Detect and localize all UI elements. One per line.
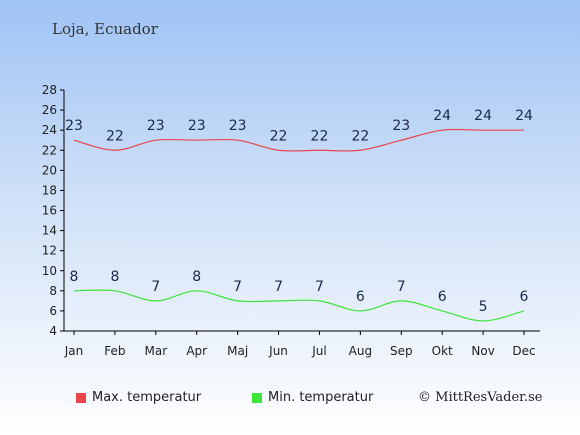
- x-tick-label: Mar: [144, 344, 167, 358]
- data-label-max: 24: [433, 108, 451, 124]
- data-label-min: 8: [110, 269, 119, 285]
- data-label-min: 8: [192, 269, 201, 285]
- legend-min: Min. temperatur: [252, 390, 373, 405]
- data-label-min: 7: [233, 279, 242, 295]
- location-title: Loja, Ecuador: [52, 20, 158, 38]
- legend-max-label: Max. temperatur: [92, 390, 202, 405]
- y-tick-label: 10: [42, 264, 57, 278]
- data-label-min: 8: [70, 269, 79, 285]
- data-label-min: 7: [274, 279, 283, 295]
- x-tick-label: Sep: [390, 344, 413, 358]
- y-tick-label: 14: [42, 224, 57, 238]
- x-tick-label: Jan: [64, 344, 84, 358]
- legend-min-label: Min. temperatur: [268, 390, 374, 405]
- y-tick-label: 8: [49, 284, 57, 298]
- y-tick-label: 12: [42, 244, 57, 258]
- data-label-max: 23: [229, 118, 247, 134]
- legend-max: Max. temperatur: [76, 390, 201, 405]
- y-tick-label: 4: [49, 324, 57, 338]
- data-label-min: 5: [479, 299, 488, 315]
- y-tick-label: 26: [42, 103, 57, 117]
- y-tick-label: 20: [42, 163, 57, 177]
- x-tick-label: Feb: [104, 344, 125, 358]
- data-label-min: 7: [315, 279, 324, 295]
- y-tick-label: 18: [42, 183, 57, 197]
- x-tick-label: Maj: [227, 344, 248, 358]
- y-tick-label: 28: [42, 83, 57, 97]
- data-label-min: 7: [151, 279, 160, 295]
- x-tick-label: Jun: [268, 344, 288, 358]
- x-tick-label: Aug: [349, 344, 372, 358]
- data-label-max: 23: [392, 118, 410, 134]
- x-tick-label: Okt: [432, 344, 453, 358]
- series-line-min: [73, 289, 525, 322]
- y-tick-label: 16: [42, 204, 57, 218]
- data-label-max: 22: [270, 128, 288, 144]
- legend-min-swatch: [252, 392, 262, 403]
- data-label-min: 7: [397, 279, 406, 295]
- data-label-max: 23: [147, 118, 165, 134]
- data-label-max: 23: [188, 118, 206, 134]
- data-label-max: 23: [65, 118, 83, 134]
- legend-max-swatch: [76, 392, 86, 403]
- data-label-max: 22: [351, 128, 369, 144]
- credit-text: © MittResVader.se: [418, 390, 543, 405]
- data-label-min: 6: [438, 289, 447, 305]
- x-tick-label: Apr: [186, 344, 207, 358]
- data-label-max: 22: [311, 128, 329, 144]
- data-label-max: 24: [515, 108, 533, 124]
- data-label-max: 22: [106, 128, 124, 144]
- data-label-max: 24: [474, 108, 492, 124]
- y-tick-label: 22: [42, 143, 57, 157]
- x-tick-label: Jul: [311, 344, 326, 358]
- y-tick-label: 24: [42, 123, 57, 137]
- data-label-min: 6: [520, 289, 529, 305]
- y-tick-label: 6: [49, 304, 57, 318]
- x-tick-label: Nov: [471, 344, 494, 358]
- data-label-min: 6: [356, 289, 365, 305]
- x-tick-label: Dec: [512, 344, 535, 358]
- series-line-max: [73, 128, 524, 152]
